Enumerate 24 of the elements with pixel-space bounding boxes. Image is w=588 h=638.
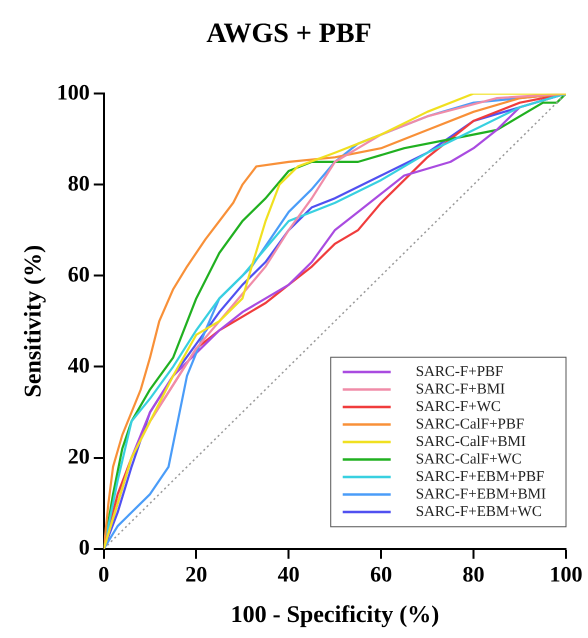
legend-label: SARC-F+EBM+PBF	[416, 468, 544, 485]
y-tick-label: 60	[68, 261, 90, 286]
x-tick-label: 0	[98, 562, 110, 587]
y-tick-label: 40	[68, 352, 90, 378]
y-tick-label: 100	[56, 79, 90, 104]
legend-label: SARC-CalF+WC	[416, 451, 522, 468]
legend-label: SARC-F+PBF	[416, 364, 504, 380]
legend-label: SARC-CalF+BMI	[416, 434, 526, 450]
legend-label: SARC-F+EBM+BMI	[416, 486, 546, 502]
x-tick-label: 60	[370, 562, 392, 587]
x-tick-label: 20	[185, 562, 208, 587]
chart-title: AWGS + PBF	[206, 18, 372, 50]
y-axis-title: Sensitivity (%)	[20, 244, 47, 398]
x-axis-title: 100 - Specificity (%)	[230, 602, 440, 628]
legend-label: SARC-F+WC	[416, 398, 501, 415]
legend-label: SARC-F+BMI	[416, 381, 506, 398]
y-tick-label: 0	[78, 534, 90, 560]
x-tick-label: 80	[462, 562, 485, 587]
legend-label: SARC-F+EBM+WC	[416, 504, 542, 520]
y-tick-label: 20	[68, 443, 90, 468]
x-tick-label: 100	[550, 562, 582, 587]
x-tick-label: 40	[278, 562, 300, 587]
y-tick-label: 80	[68, 170, 90, 196]
legend-label: SARC-CalF+PBF	[416, 416, 524, 432]
